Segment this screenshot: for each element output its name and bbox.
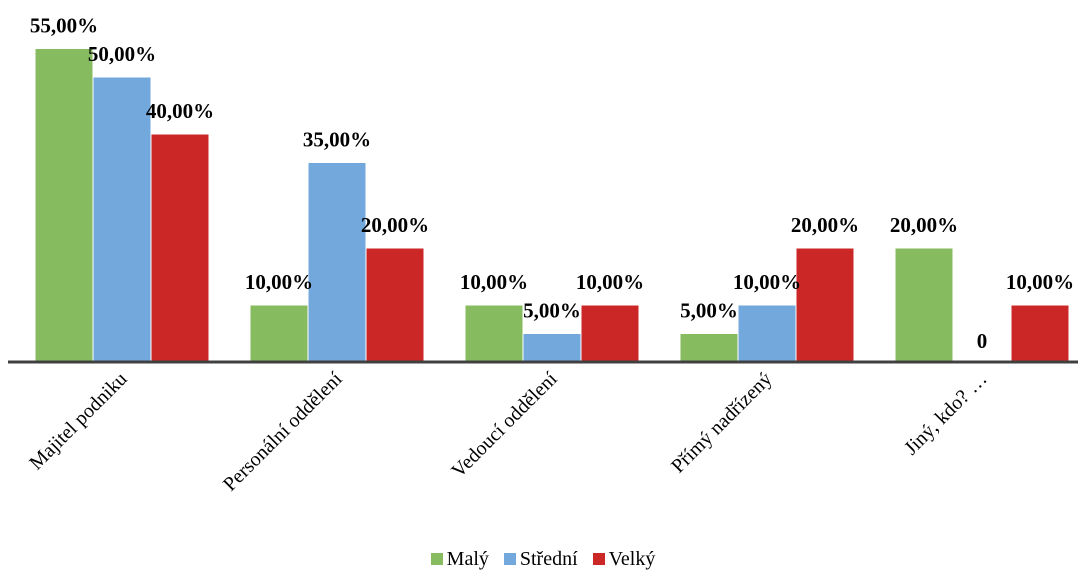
bar-stredni-primy-nadrizeny	[737, 304, 797, 363]
bar-velky-personalni-oddeleni	[365, 247, 425, 363]
x-tick-label-vedouci-oddeleni: Vedoucí oddělení	[447, 368, 561, 482]
bar-velky-jiny-kdo	[1010, 304, 1070, 363]
bar-velky-majitel-podniku	[150, 133, 210, 363]
legend-swatch-stredni	[503, 553, 516, 565]
bar-stredni-vedouci-oddeleni	[522, 333, 582, 363]
data-label-velky-personalni-oddeleni: 20,00%	[361, 213, 429, 237]
data-label-maly-jiny-kdo: 20,00%	[890, 213, 958, 237]
bar-maly-jiny-kdo	[894, 247, 954, 363]
bar-maly-personalni-oddeleni	[249, 304, 309, 363]
data-label-velky-majitel-podniku: 40,00%	[146, 99, 214, 123]
legend-label-maly: Malý	[446, 548, 489, 570]
data-label-maly-personalni-oddeleni: 10,00%	[245, 270, 313, 294]
data-labels-layer: 55,00% 50,00% 40,00% 10,00% 35,00% 20,00% 10,0…	[30, 14, 1074, 354]
legend-label-velky: Velký	[608, 548, 656, 570]
bar-velky-primy-nadrizeny	[795, 247, 855, 363]
bar-stredni-personalni-oddeleni	[307, 162, 367, 363]
bar-maly-majitel-podniku	[34, 48, 94, 363]
data-label-maly-majitel-podniku: 55,00%	[30, 14, 98, 38]
x-tick-label-jiny-kdo: Jiný, kdo? …	[900, 368, 991, 459]
x-tick-labels-layer: Majitel podniku Personální oddělení Vedouc…	[25, 368, 991, 496]
x-tick-label-personalni-oddeleni: Personální oddělení	[219, 368, 347, 496]
bar-chart: 55,00% 50,00% 40,00% 10,00% 35,00% 20,00% 10,0…	[8, 14, 1078, 496]
bar-maly-primy-nadrizeny	[679, 333, 739, 363]
data-label-stredni-majitel-podniku: 50,00%	[88, 42, 156, 66]
legend-item-maly: Malý	[430, 548, 489, 571]
data-label-stredni-vedouci-oddeleni: 5,00%	[523, 299, 581, 323]
x-tick-label-majitel-podniku: Majitel podniku	[25, 368, 131, 474]
bar-maly-vedouci-oddeleni	[464, 304, 524, 363]
legend-item-velky: Velký	[592, 548, 656, 571]
data-label-stredni-jiny-kdo: 0	[977, 329, 988, 353]
data-label-stredni-primy-nadrizeny: 10,00%	[733, 270, 801, 294]
legend-label-stredni: Střední	[519, 548, 578, 570]
legend-swatch-velky	[592, 553, 605, 565]
legend-item-stredni: Střední	[503, 548, 578, 571]
data-label-velky-vedouci-oddeleni: 10,00%	[576, 270, 644, 294]
legend: Malý Střední Velký	[0, 548, 1086, 571]
bars-layer	[34, 48, 1070, 363]
bar-stredni-majitel-podniku	[92, 76, 152, 363]
data-label-velky-jiny-kdo: 10,00%	[1006, 270, 1074, 294]
data-label-velky-primy-nadrizeny: 20,00%	[791, 213, 859, 237]
x-tick-label-primy-nadrizeny: Přímý nadřízený	[667, 368, 776, 477]
bar-velky-vedouci-oddeleni	[580, 304, 640, 363]
data-label-stredni-personalni-oddeleni: 35,00%	[303, 128, 371, 152]
legend-swatch-maly	[430, 553, 443, 565]
data-label-maly-primy-nadrizeny: 5,00%	[680, 299, 738, 323]
data-label-maly-vedouci-oddeleni: 10,00%	[460, 270, 528, 294]
